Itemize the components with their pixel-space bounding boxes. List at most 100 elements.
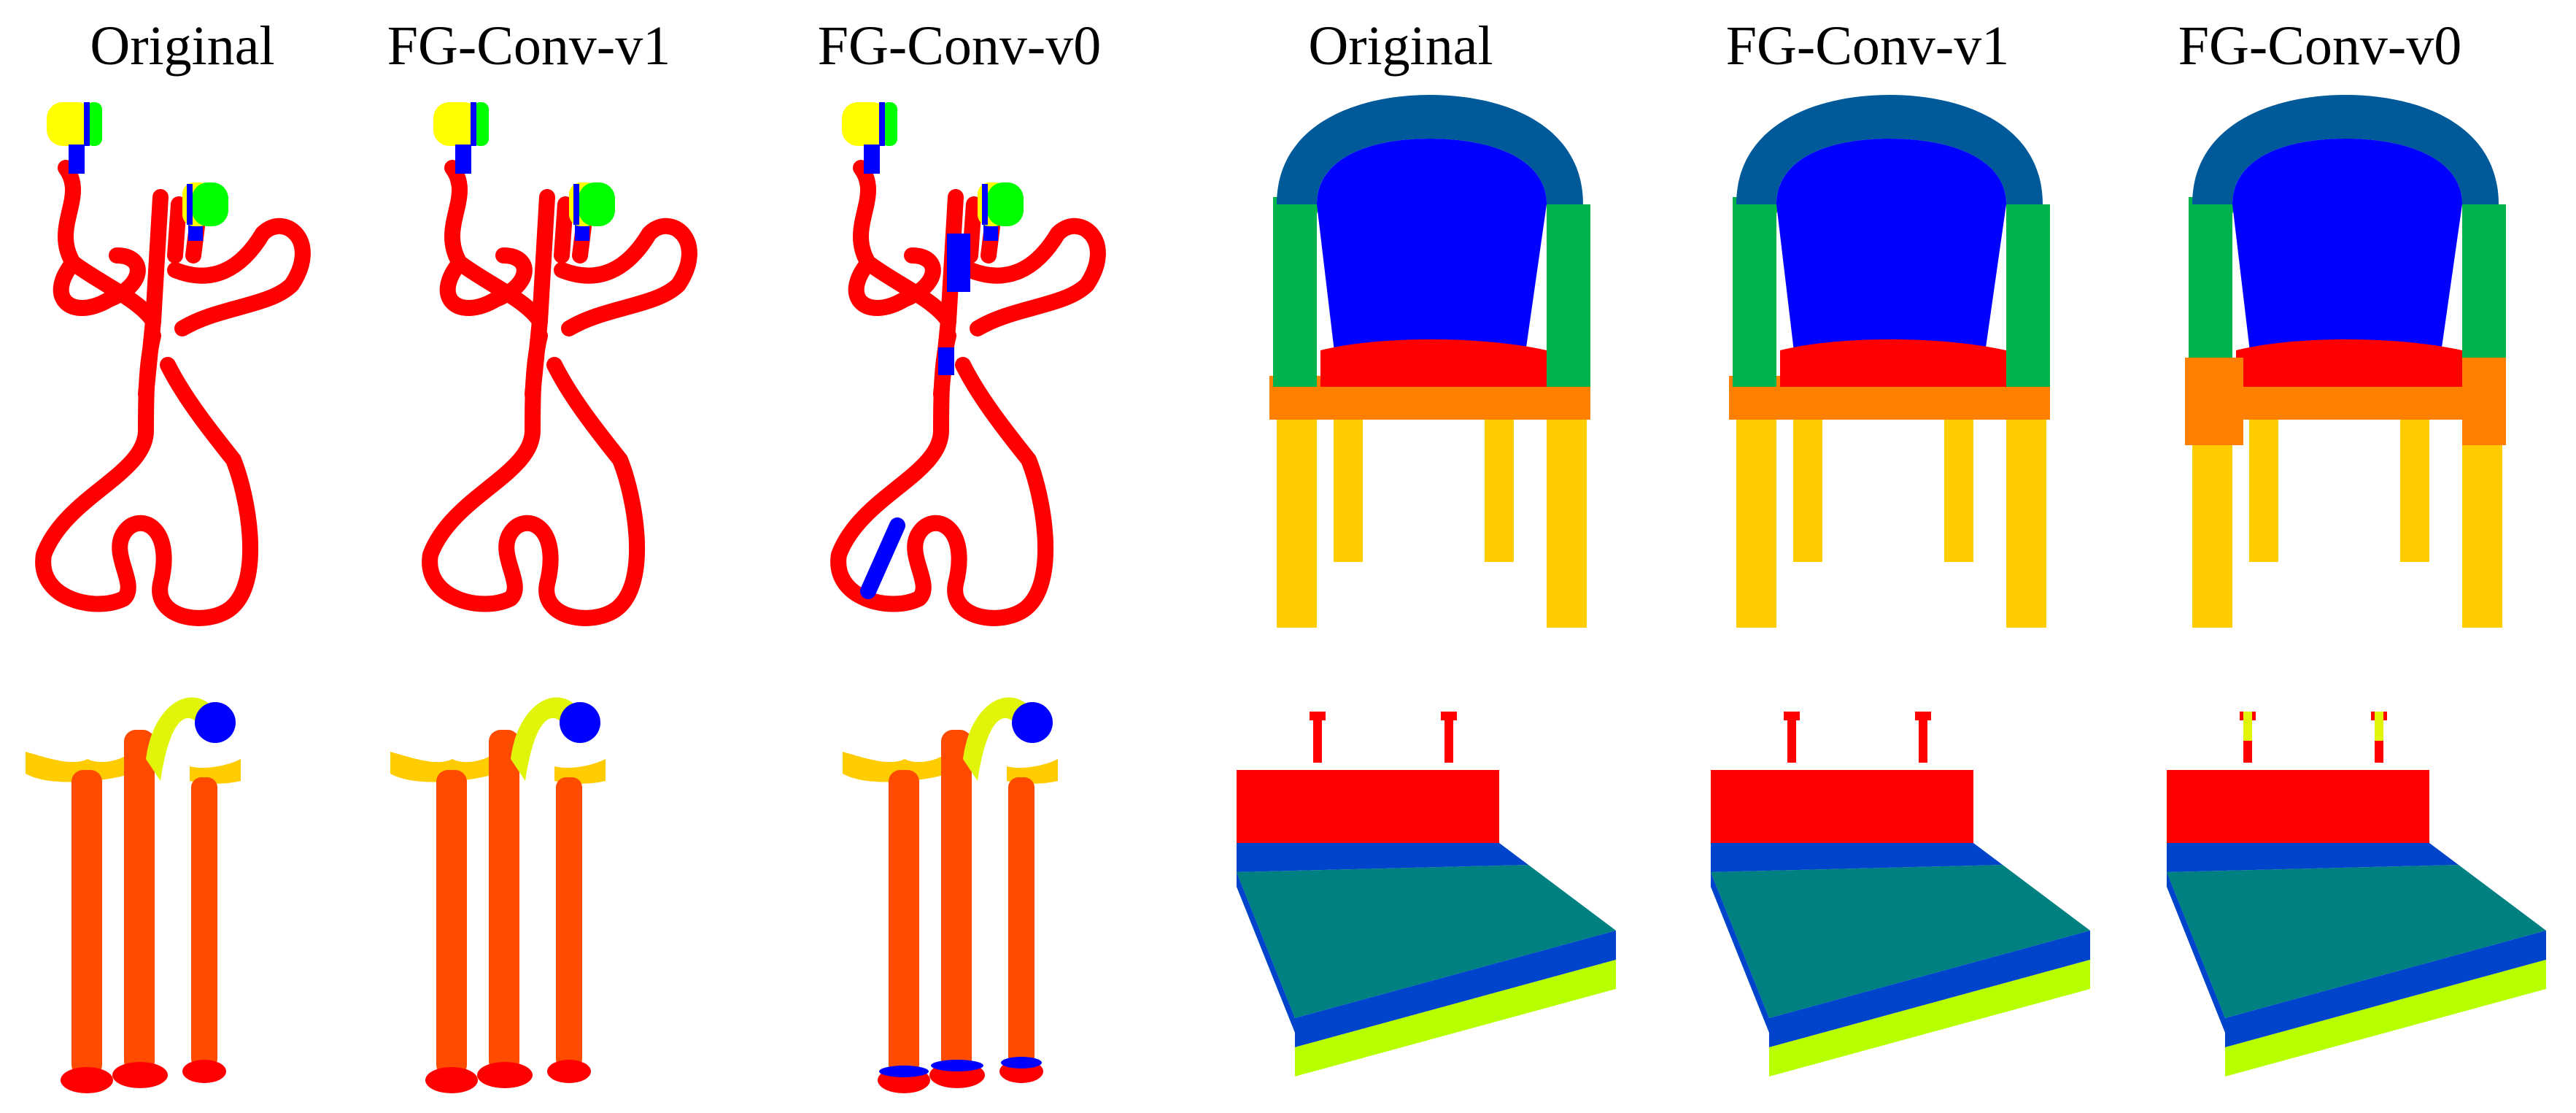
- misclassified-left-post: [2243, 712, 2252, 741]
- earbud-left-ring: [84, 102, 90, 146]
- misclassified-left-ring: [879, 1066, 929, 1077]
- misclassified-loop-segment: [860, 517, 905, 599]
- bed-right-post-cap: [1915, 712, 1931, 720]
- earbud-left-ring: [879, 102, 885, 146]
- chair-backrest: [1317, 139, 1547, 358]
- bed-left-side: [2167, 872, 2225, 1033]
- chair-seat: [1320, 339, 1547, 387]
- chair-back-frame: [1277, 95, 1583, 204]
- part-left-cap: [26, 752, 131, 782]
- earphone-lower-cord: [422, 328, 646, 626]
- part-left-foot: [425, 1067, 478, 1093]
- part-left-shaft: [436, 770, 467, 1077]
- earphone-fg-conv-v0: [830, 88, 1145, 664]
- earbud-left-shell: [433, 102, 480, 146]
- chair-back-frame: [1736, 95, 2043, 204]
- heading-original-right: Original: [1308, 15, 1493, 77]
- bed-original: [1237, 712, 1645, 1106]
- bed-base: [1295, 960, 1616, 1077]
- part-right-shaft: [1008, 777, 1034, 1069]
- parts-fg-conv-v1: [387, 686, 708, 1109]
- bed-left-post-cap: [1310, 712, 1326, 720]
- earbud-left-ring: [471, 102, 476, 146]
- earbud-left-tip: [881, 102, 897, 146]
- chair-original: [1269, 95, 1590, 642]
- misclassified-leg-top-right: [2462, 358, 2506, 445]
- chair-back-frame: [2192, 95, 2499, 204]
- bed-left-post-cap: [1784, 712, 1800, 720]
- bed-front-side: [1769, 931, 2090, 1047]
- parts-original: [22, 686, 343, 1109]
- heading-fg-conv-v0-left: FG-Conv-v0: [817, 15, 1102, 77]
- misclassified-right-ring: [1001, 1057, 1042, 1068]
- chair-back-left-leg: [2249, 401, 2278, 562]
- bed-left-post: [1313, 712, 1322, 763]
- bed-front-side: [2225, 931, 2546, 1047]
- bed-right-post-cap: [1441, 712, 1457, 720]
- earbud-left-stem: [864, 145, 880, 174]
- earbud-left-tip: [86, 102, 102, 146]
- bed-headboard: [1237, 770, 1499, 843]
- chair-right-armrest: [1547, 204, 1590, 387]
- chair-fg-conv-v1: [1729, 95, 2050, 642]
- heading-fg-conv-v1-left: FG-Conv-v1: [387, 15, 671, 77]
- earphone-lower-cord: [35, 328, 259, 626]
- chair-back-left-leg: [1334, 401, 1363, 562]
- chair-front-left-leg: [1277, 394, 1317, 628]
- chair-back-right-leg: [1485, 401, 1514, 562]
- part-left-foot: [61, 1067, 113, 1093]
- misclassified-leg-top-left: [2185, 358, 2243, 445]
- part-center-foot: [477, 1062, 533, 1088]
- earphone-fg-conv-v1: [422, 88, 737, 664]
- part-right-foot: [182, 1060, 226, 1083]
- bed-base: [2225, 960, 2546, 1077]
- part-center-shaft: [489, 730, 519, 1073]
- bed-right-post: [1444, 712, 1453, 763]
- earbud-left-stem: [69, 145, 85, 174]
- chair-back-left-leg: [1793, 401, 1822, 562]
- heading-original-left: Original: [90, 15, 275, 77]
- part-knob: [1012, 702, 1053, 743]
- part-knob: [195, 702, 236, 743]
- heading-fg-conv-v1-right: FG-Conv-v1: [1725, 15, 2010, 77]
- earphone-lower-cord: [830, 328, 1054, 626]
- earbud-right-tip: [579, 182, 615, 226]
- part-right-foot: [547, 1060, 591, 1083]
- earphone-left-loop: [439, 247, 533, 316]
- earbud-right-ring: [573, 184, 579, 225]
- misclassified-right-post: [2375, 712, 2383, 741]
- bed-mattress: [1237, 865, 1616, 1018]
- earbud-left-tip: [473, 102, 489, 146]
- part-right-shaft: [556, 777, 582, 1069]
- bed-headboard: [2167, 770, 2429, 843]
- earbud-right-tip: [987, 182, 1024, 226]
- earphone-right-loop: [554, 217, 697, 336]
- earbud-right-ring: [187, 184, 193, 225]
- heading-fg-conv-v0-right: FG-Conv-v0: [2178, 15, 2462, 77]
- earbud-right-ring: [982, 184, 988, 225]
- part-center-foot: [112, 1062, 168, 1088]
- part-center-shaft: [124, 730, 155, 1073]
- chair-right-armrest: [2006, 204, 2050, 387]
- bed-front-side: [1295, 931, 1616, 1047]
- part-left-shaft: [889, 770, 919, 1077]
- bed-left-side: [1237, 872, 1295, 1033]
- part-left-shaft: [71, 770, 102, 1077]
- bed-mattress: [2167, 865, 2546, 1018]
- bed-pillow: [2167, 843, 2459, 872]
- earbud-left-shell: [47, 102, 93, 146]
- part-left-cap: [843, 752, 948, 782]
- bed-left-side: [1711, 872, 1769, 1033]
- chair-left-armrest: [2189, 197, 2232, 387]
- bed-fg-conv-v1: [1711, 712, 2119, 1106]
- earphone-left-loop: [53, 247, 146, 316]
- misclassified-center-ring: [931, 1060, 983, 1071]
- earphone-left-loop: [848, 247, 941, 316]
- chair-backrest: [1776, 139, 2006, 358]
- earbud-left-shell: [842, 102, 889, 146]
- part-right-shaft: [191, 777, 217, 1069]
- part-left-cap: [390, 752, 496, 782]
- part-center-shaft: [941, 730, 972, 1073]
- bed-pillow: [1237, 843, 1528, 872]
- earbud-right-tip: [192, 182, 228, 226]
